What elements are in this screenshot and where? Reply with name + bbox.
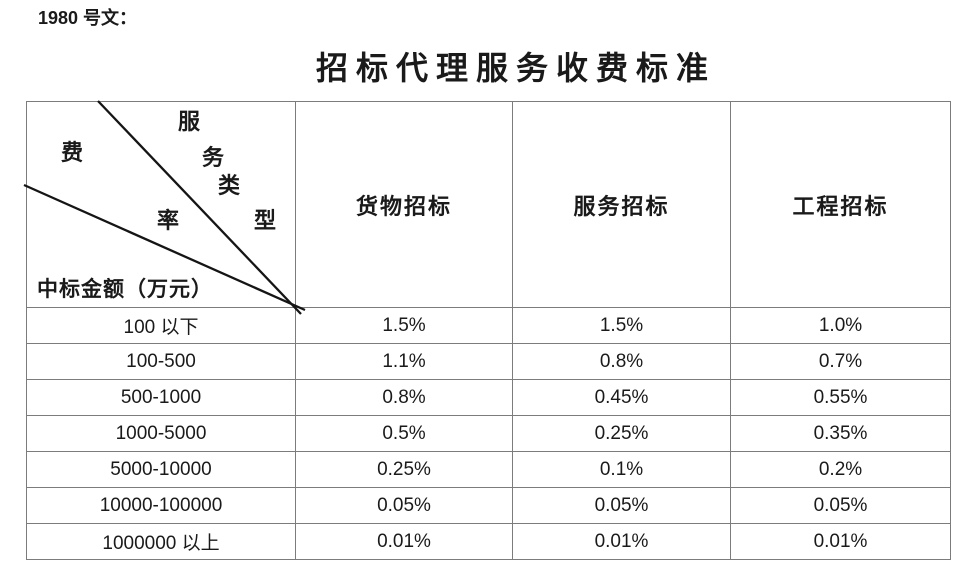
diagonal-corner-cell: 费 率 服 务 类 型 中标金额（万元） xyxy=(23,100,306,315)
rate-cell: 0.01% xyxy=(512,523,731,560)
amount-range-label: 100-500 xyxy=(26,343,296,380)
rate-cell: 0.7% xyxy=(730,343,951,380)
rate-cell: 0.8% xyxy=(512,343,731,380)
corner-label-service-char: 务 xyxy=(201,145,225,170)
page-title: 招标代理服务收费标准 xyxy=(316,50,717,86)
table-row: 100 以下 1.5% 1.5% 1.0% xyxy=(26,307,951,344)
rate-cell: 0.8% xyxy=(295,379,513,416)
rate-cell: 1.1% xyxy=(295,343,513,380)
corner-label-service-char: 型 xyxy=(253,208,277,233)
corner-label-service-char: 类 xyxy=(217,173,241,198)
corner-label-fee-char: 费 xyxy=(60,140,84,165)
doc-ref-label: 1980 号文： xyxy=(38,8,138,28)
amount-axis-label: 中标金额（万元） xyxy=(37,277,213,301)
rate-cell: 1.5% xyxy=(295,307,513,344)
table-row: 1000-5000 0.5% 0.25% 0.35% xyxy=(26,415,951,452)
table-row: 1000000 以上 0.01% 0.01% 0.01% xyxy=(26,523,951,560)
column-header-goods: 货物招标 xyxy=(295,101,513,308)
table-row: 500-1000 0.8% 0.45% 0.55% xyxy=(26,379,951,416)
amount-range-label: 10000-100000 xyxy=(26,487,296,524)
rate-cell: 0.01% xyxy=(295,523,513,560)
table-row: 10000-100000 0.05% 0.05% 0.05% xyxy=(26,487,951,524)
rate-cell: 0.25% xyxy=(295,451,513,488)
amount-range-label: 500-1000 xyxy=(26,379,296,416)
rate-cell: 0.55% xyxy=(730,379,951,416)
rate-cell: 0.35% xyxy=(730,415,951,452)
rate-cell: 0.2% xyxy=(730,451,951,488)
fee-standard-table: 费 率 服 务 类 型 中标金额（万元） 货物招标 服务招标 工程招标 100 … xyxy=(23,100,951,560)
rate-cell: 1.0% xyxy=(730,307,951,344)
table-row: 5000-10000 0.25% 0.1% 0.2% xyxy=(26,451,951,488)
rate-cell: 0.01% xyxy=(730,523,951,560)
amount-range-label: 1000-5000 xyxy=(26,415,296,452)
amount-range-label: 100 以下 xyxy=(26,307,296,344)
amount-range-label: 5000-10000 xyxy=(26,451,296,488)
table-row: 100-500 1.1% 0.8% 0.7% xyxy=(26,343,951,380)
rate-cell: 0.05% xyxy=(730,487,951,524)
rate-cell: 0.05% xyxy=(512,487,731,524)
amount-range-label: 1000000 以上 xyxy=(26,523,296,560)
corner-label-rate-char: 率 xyxy=(156,208,180,233)
rate-cell: 0.45% xyxy=(512,379,731,416)
table-header-row: 费 率 服 务 类 型 中标金额（万元） 货物招标 服务招标 工程招标 xyxy=(23,100,951,315)
rate-cell: 0.05% xyxy=(295,487,513,524)
rate-cell: 1.5% xyxy=(512,307,731,344)
rate-cell: 0.1% xyxy=(512,451,731,488)
rate-cell: 0.25% xyxy=(512,415,731,452)
column-header-works: 工程招标 xyxy=(730,101,951,308)
column-header-services: 服务招标 xyxy=(512,101,731,308)
corner-label-service-char: 服 xyxy=(177,109,201,134)
rate-cell: 0.5% xyxy=(295,415,513,452)
